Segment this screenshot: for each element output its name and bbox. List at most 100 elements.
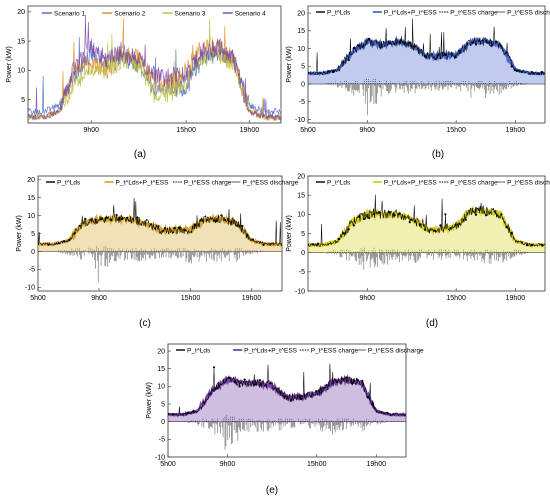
load-marker [418,223,422,226]
load-marker [345,376,348,379]
load-marker [362,217,366,221]
load-marker [413,220,416,223]
legend-entry: Scenario 4 [235,11,266,18]
load-marker [243,378,246,381]
legend-entry: P_t^ESS charge [311,348,359,355]
load-marker [241,224,244,228]
legend-entry: Scenario 3 [174,11,205,18]
legend-entry: P_t^Lds [187,348,211,355]
y-axis-label: Power (kW) [286,215,293,252]
load-marker [284,395,287,398]
legend: Scenario 1 Scenario 2 Scenario 3 Scenario 4 [42,11,266,18]
plot-frame [37,175,283,292]
x-tick-label: 9h00 [359,127,375,134]
load-marker [520,70,523,73]
y-tick-label: -5 [159,437,165,444]
y-tick-label: 15 [297,28,305,35]
y-tick-label: 20 [297,173,305,180]
load-marker [63,240,66,243]
load-marker [220,214,223,217]
y-tick-label: 5 [31,231,35,238]
load-marker [510,65,513,68]
load-marker [454,223,457,226]
load-marker [413,45,416,48]
y-tick-label: 0 [301,81,305,88]
load-marker [439,224,442,227]
discharge-bars [326,84,528,116]
load-marker [541,244,544,247]
plot-frame [27,5,282,124]
load-marker [320,391,323,394]
x-tick-label: 15h00 [307,461,327,468]
load-line [168,363,406,418]
charge-bars [326,78,528,84]
load-marker [262,243,265,246]
load-marker [434,58,437,61]
load-marker [393,43,396,46]
load-marker [178,226,181,229]
y-tick-label: 10 [157,384,165,391]
load-marker [157,225,160,228]
panel-e: -10 -5 0 5 10 15 20 5h00 9h00 15h00 19h00 Power (kW… [146,343,424,496]
load-marker [398,212,401,215]
x-tick-label: 5h00 [30,295,46,302]
legend-entry: P_t^Lds+P_t^ESS [244,348,298,355]
load-marker [388,42,391,45]
load-marker [212,366,216,369]
plot-frame [307,175,546,292]
y-tick-label: 20 [17,9,25,16]
load-marker [312,243,315,246]
load-marker [168,413,170,416]
y-tick-label: 20 [157,348,165,355]
load-marker [325,384,328,387]
panel-caption: (c) [139,318,151,329]
load-marker [352,47,355,50]
load-marker [373,212,376,216]
load-marker [47,243,50,246]
load-marker [38,242,40,246]
load-marker [327,70,330,73]
x-tick-label: 9h00 [220,461,236,468]
load-marker [187,411,190,414]
x-tick-label: 5h00 [300,127,316,134]
x-tick-label: 19h00 [506,295,526,302]
y-axis-label: Power (kW) [286,46,293,83]
y-tick-label: -5 [299,269,305,276]
load-marker [332,70,335,74]
load-marker [424,55,427,58]
load-marker [388,211,391,214]
plot-area [28,14,281,122]
y-tick-label: 20 [297,10,305,17]
y-tick-label: 15 [17,38,25,45]
y-tick-label: 0 [161,419,165,426]
load-marker [126,216,129,220]
load-marker [368,37,371,41]
load-marker [434,229,437,233]
load-marker [317,242,320,245]
legend-entry: P_t^Lds [327,180,351,187]
load-marker [84,217,87,220]
load-marker [408,221,411,224]
load-marker [485,39,488,42]
plot-area [168,363,406,450]
x-tick-label: 15h00 [181,295,201,302]
plot-area [38,197,282,283]
load-marker [366,395,369,398]
load-marker [199,219,202,222]
legend-entry: P_t^Lds [327,10,351,17]
load-marker [505,51,508,54]
load-marker [253,383,256,386]
load-marker [172,413,175,416]
load-marker [299,397,302,401]
load-marker [289,399,292,402]
load-marker [120,217,123,221]
load-marker [398,41,401,44]
y-tick-label: 20 [27,177,35,184]
load-marker [269,382,272,385]
y-tick-label: 0 [31,249,35,256]
load-marker [192,410,195,413]
y-tick-label: 15 [297,192,305,199]
panel-caption: (e) [266,485,278,496]
load-marker [520,241,523,244]
